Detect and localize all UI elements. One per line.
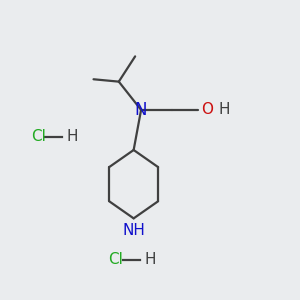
Text: O: O xyxy=(201,102,213,117)
Text: H: H xyxy=(219,102,230,117)
Text: H: H xyxy=(67,129,78,144)
Text: N: N xyxy=(135,101,147,119)
Text: Cl: Cl xyxy=(108,253,123,268)
Text: NH: NH xyxy=(122,223,145,238)
Text: Cl: Cl xyxy=(31,129,46,144)
Text: H: H xyxy=(144,253,156,268)
